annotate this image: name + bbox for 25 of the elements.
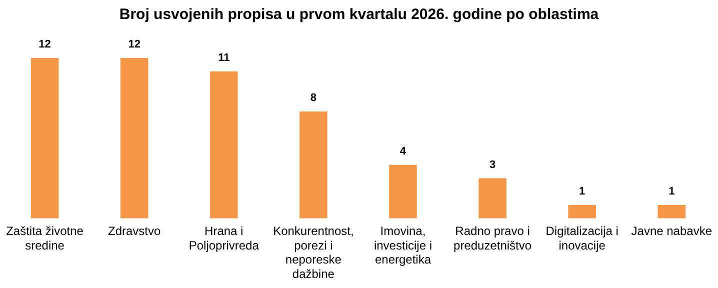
x-tick-label: Javne nabavke	[631, 224, 712, 238]
bar	[389, 164, 417, 218]
data-label: 1	[668, 186, 675, 198]
bar	[478, 178, 506, 218]
bar	[658, 205, 686, 218]
data-label: 11	[218, 52, 230, 64]
x-tick-label: Zdravstvo	[108, 224, 161, 238]
bar	[210, 71, 238, 218]
bar	[120, 58, 148, 218]
data-label: 1	[579, 186, 586, 198]
x-tick-label: Konkurentnost, porezi i neporeske dažbine	[273, 224, 354, 282]
bar	[300, 111, 328, 218]
data-label: 8	[310, 92, 316, 104]
x-tick-label: Hrana i Poljoprivreda	[188, 224, 260, 252]
chart-title: Broj usvojenih propisa u prvom kvartalu 2026. godine po oblastima	[119, 6, 600, 24]
data-label: 12	[128, 38, 140, 51]
x-tick-label: Imovina, investicije i energetika	[374, 224, 432, 267]
x-tick-label: Zaštita životne sredine	[6, 224, 84, 252]
x-tick-label: Radno pravo i preduzetništvo	[454, 224, 532, 252]
bar	[30, 58, 59, 218]
x-tick-label: Digitalizacija i inovacije	[546, 224, 618, 252]
data-label: 4	[400, 145, 407, 158]
data-label: 12	[38, 38, 51, 51]
bar	[568, 205, 596, 218]
data-label: 3	[489, 158, 496, 171]
